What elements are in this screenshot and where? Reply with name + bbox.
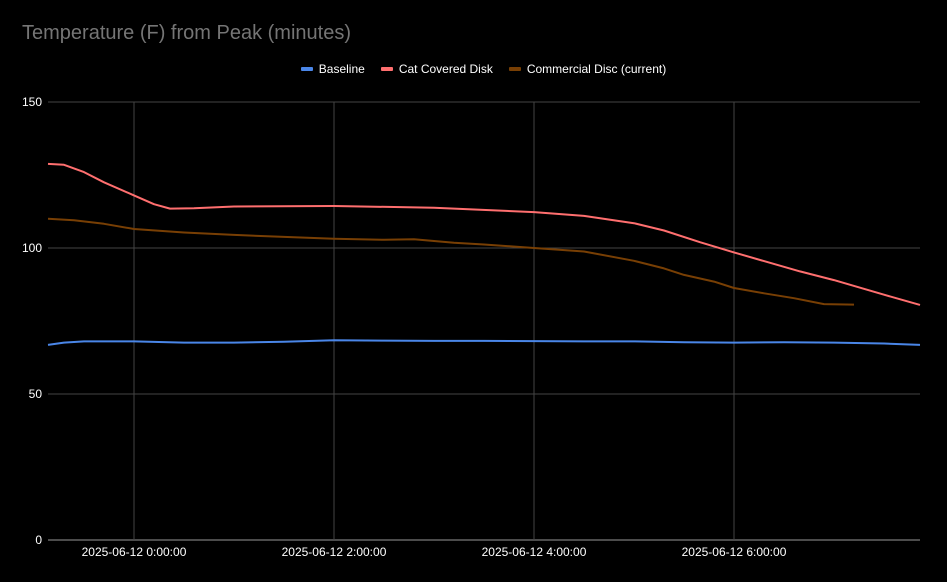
series-line-baseline — [47, 339, 921, 346]
legend-label: Cat Covered Disk — [398, 62, 493, 76]
legend-swatch — [380, 67, 393, 71]
legend-label: Commercial Disc (current) — [526, 62, 667, 76]
y-tick-label: 0 — [35, 533, 42, 547]
legend-swatch — [508, 67, 521, 71]
series-line-cat-covered-disk — [47, 162, 921, 306]
chart-title: Temperature (F) from Peak (minutes) — [22, 22, 351, 44]
x-tick-label: 2025-06-12 0:00:00 — [82, 545, 187, 559]
legend-swatch — [300, 67, 313, 71]
y-tick-label: 50 — [29, 387, 43, 401]
legend-item-commercial-disc[interactable]: Commercial Disc (current) — [508, 62, 667, 76]
legend-item-cat-covered-disk[interactable]: Cat Covered Disk — [380, 62, 493, 76]
x-tick-label: 2025-06-12 4:00:00 — [482, 545, 587, 559]
y-tick-label: 150 — [22, 95, 42, 109]
legend: Baseline Cat Covered Disk Commercial Dis… — [0, 62, 947, 76]
legend-item-baseline[interactable]: Baseline — [300, 62, 365, 76]
y-tick-label: 100 — [22, 241, 42, 255]
legend-label: Baseline — [318, 62, 365, 76]
x-tick-label: 2025-06-12 2:00:00 — [282, 545, 387, 559]
series-line-commercial-disc-current — [47, 217, 855, 306]
x-tick-label: 2025-06-12 6:00:00 — [682, 545, 787, 559]
